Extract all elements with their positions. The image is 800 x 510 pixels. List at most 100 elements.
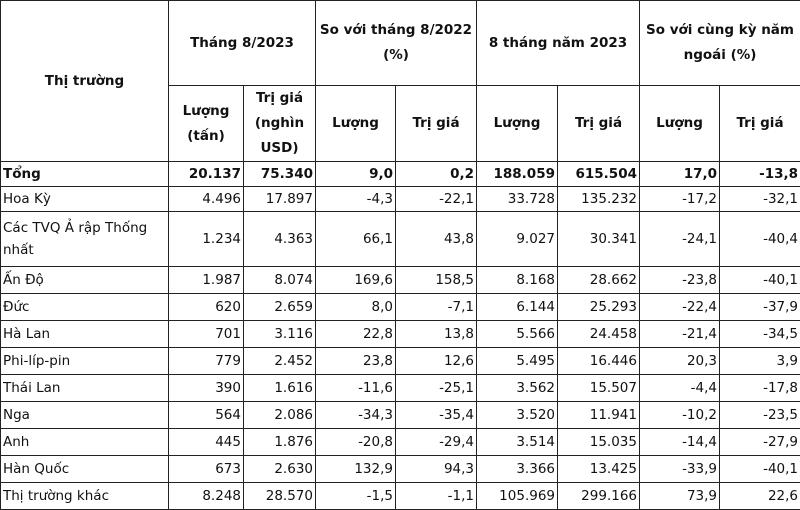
cell-value: -34,3 [316,402,396,429]
cell-value: -40,4 [720,212,800,267]
market-name: Hàn Quốc [1,456,169,483]
cell-value: 13,8 [396,321,477,348]
cell-value: -17,8 [720,375,800,402]
cell-value: -17,2 [640,187,720,212]
cell-value: 75.340 [244,162,316,187]
cell-value: -22,4 [640,294,720,321]
cell-value: 6.144 [477,294,558,321]
cell-value: 3.116 [244,321,316,348]
cell-value: 73,9 [640,483,720,510]
cell-value: 1.987 [169,267,244,294]
cell-value: -37,9 [720,294,800,321]
cell-value: 445 [169,429,244,456]
cell-value: -10,2 [640,402,720,429]
cell-value: -21,4 [640,321,720,348]
cell-value: -1,5 [316,483,396,510]
cell-value: -4,4 [640,375,720,402]
cell-value: 615.504 [558,162,640,187]
market-name: Nga [1,402,169,429]
cell-value: 24.458 [558,321,640,348]
header-sub: Lượng (tấn) [169,86,244,162]
cell-value: 15.035 [558,429,640,456]
cell-value: -40,1 [720,267,800,294]
cell-value: -11,6 [316,375,396,402]
market-name: Hà Lan [1,321,169,348]
header-group: 8 tháng năm 2023 [477,1,640,86]
cell-value: -7,1 [396,294,477,321]
cell-value: 3.562 [477,375,558,402]
cell-value: -1,1 [396,483,477,510]
market-name: Anh [1,429,169,456]
cell-value: -23,8 [640,267,720,294]
cell-value: 3,9 [720,348,800,375]
cell-value: 299.166 [558,483,640,510]
cell-value: 8.074 [244,267,316,294]
cell-value: 4.363 [244,212,316,267]
header-sub: Trị giá (nghìn USD) [244,86,316,162]
cell-value: 2.630 [244,456,316,483]
cell-value: 22,8 [316,321,396,348]
cell-value: 135.232 [558,187,640,212]
cell-value: 20,3 [640,348,720,375]
cell-value: 132,9 [316,456,396,483]
cell-value: 673 [169,456,244,483]
cell-value: 11.941 [558,402,640,429]
cell-value: -27,9 [720,429,800,456]
cell-value: 0,2 [396,162,477,187]
market-name: Phi-líp-pin [1,348,169,375]
cell-value: 23,8 [316,348,396,375]
cell-value: 16.446 [558,348,640,375]
cell-value: -14,4 [640,429,720,456]
cell-value: 25.293 [558,294,640,321]
cell-value: 20.137 [169,162,244,187]
cell-value: 12,6 [396,348,477,375]
cell-value: 1.876 [244,429,316,456]
cell-value: 105.969 [477,483,558,510]
cell-value: -4,3 [316,187,396,212]
cell-value: 2.452 [244,348,316,375]
market-name: Hoa Kỳ [1,187,169,212]
cell-value: -20,8 [316,429,396,456]
header-sub: Trị giá [396,86,477,162]
cell-value: -23,5 [720,402,800,429]
cell-value: -29,4 [396,429,477,456]
cell-value: -25,1 [396,375,477,402]
cell-value: 8,0 [316,294,396,321]
header-group: So với cùng kỳ năm ngoái (%) [640,1,800,86]
cell-value: 28.662 [558,267,640,294]
market-name: Thái Lan [1,375,169,402]
cell-value: 8.248 [169,483,244,510]
cell-value: 158,5 [396,267,477,294]
cell-value: 30.341 [558,212,640,267]
cell-value: 188.059 [477,162,558,187]
cell-value: -40,1 [720,456,800,483]
market-name: Thị trường khác [1,483,169,510]
cell-value: 701 [169,321,244,348]
cell-value: 1.616 [244,375,316,402]
cell-value: 8.168 [477,267,558,294]
cell-value: 4.496 [169,187,244,212]
cell-value: 17.897 [244,187,316,212]
cell-value: 564 [169,402,244,429]
header-group: So với tháng 8/2022 (%) [316,1,477,86]
cell-value: 28.570 [244,483,316,510]
header-group: Tháng 8/2023 [169,1,316,86]
cell-value: 13.425 [558,456,640,483]
cell-value: 390 [169,375,244,402]
header-sub: Lượng [316,86,396,162]
header-sub: Trị giá [720,86,800,162]
cell-value: 620 [169,294,244,321]
